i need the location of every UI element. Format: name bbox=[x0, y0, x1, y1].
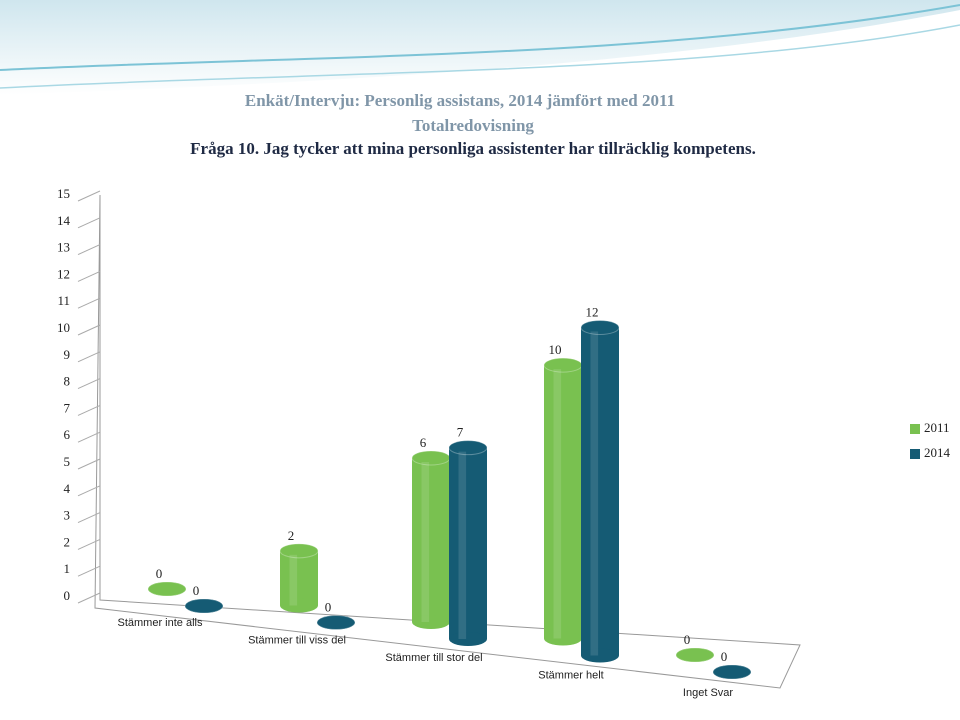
bar-shine bbox=[590, 331, 599, 656]
x-tick-label: Stämmer till viss del bbox=[248, 634, 346, 646]
chart-subtitle: Totalredovisning bbox=[412, 116, 534, 135]
grid-line bbox=[77, 512, 101, 524]
cylinder bbox=[712, 664, 752, 680]
legend-label: 2011 bbox=[924, 420, 950, 435]
bar-top bbox=[184, 598, 224, 614]
cylinder bbox=[448, 440, 488, 646]
grid-line bbox=[77, 217, 101, 229]
grid-line bbox=[77, 244, 101, 256]
bar-top bbox=[279, 543, 319, 559]
bar bbox=[280, 550, 318, 606]
data-label: 6 bbox=[420, 435, 427, 450]
y-tick-label: 13 bbox=[57, 240, 70, 255]
bar-shine bbox=[458, 451, 467, 639]
grid-line bbox=[77, 485, 101, 497]
data-label: 0 bbox=[193, 583, 200, 598]
bar-bottom bbox=[449, 632, 487, 646]
bar-top bbox=[675, 647, 715, 663]
legend-swatch bbox=[910, 424, 920, 434]
x-tick-label: Stämmer helt bbox=[538, 669, 603, 681]
header-wave bbox=[0, 0, 960, 95]
x-tick-label: Inget Svar bbox=[683, 687, 733, 699]
cylinder bbox=[411, 450, 451, 629]
bar-top bbox=[543, 357, 583, 373]
y-tick-label: 8 bbox=[64, 374, 71, 389]
chart-title: Enkät/Intervju: Personlig assistans, 201… bbox=[245, 91, 675, 110]
cylinder bbox=[279, 543, 319, 613]
grid-line bbox=[77, 324, 101, 336]
grid-line bbox=[77, 270, 101, 282]
cylinder bbox=[184, 598, 224, 614]
bar-bottom bbox=[581, 648, 619, 663]
bar bbox=[544, 365, 582, 639]
y-tick-label: 4 bbox=[64, 481, 71, 496]
bar-top bbox=[411, 450, 451, 466]
data-label: 10 bbox=[549, 342, 562, 357]
cylinder bbox=[580, 319, 620, 663]
bar bbox=[412, 457, 450, 622]
bar-bottom bbox=[280, 598, 318, 613]
bar-top bbox=[448, 440, 488, 456]
legend-swatch bbox=[910, 449, 920, 459]
cylinder bbox=[316, 615, 356, 630]
y-tick-label: 7 bbox=[64, 400, 71, 415]
y-tick-label: 9 bbox=[64, 347, 71, 362]
bar-bottom bbox=[544, 631, 582, 646]
grid-line bbox=[77, 538, 101, 550]
plot-frame bbox=[94, 194, 801, 689]
y-tick-label: 2 bbox=[64, 534, 71, 549]
legend-label: 2014 bbox=[924, 445, 951, 460]
y-tick-label: 14 bbox=[57, 213, 71, 228]
data-label: 12 bbox=[586, 304, 599, 319]
y-tick-label: 5 bbox=[64, 454, 71, 469]
y-tick-label: 6 bbox=[64, 427, 71, 442]
cylinder bbox=[675, 647, 715, 663]
y-tick-label: 3 bbox=[64, 508, 71, 523]
data-label: 0 bbox=[684, 632, 691, 647]
x-tick-label: Stämmer inte alls bbox=[118, 617, 203, 629]
grid-line bbox=[77, 431, 101, 443]
cylinder bbox=[543, 357, 583, 646]
grid-line bbox=[77, 297, 101, 309]
bar-shine bbox=[421, 461, 430, 622]
cylinder bbox=[147, 581, 187, 597]
y-tick-label: 10 bbox=[57, 320, 70, 335]
grid-line bbox=[77, 592, 101, 604]
grid-line bbox=[77, 458, 101, 470]
data-label: 2 bbox=[288, 528, 295, 543]
y-tick-label: 12 bbox=[57, 266, 70, 281]
bar bbox=[449, 447, 487, 639]
data-label: 7 bbox=[457, 425, 464, 440]
chart-question: Fråga 10. Jag tycker att mina personliga… bbox=[190, 139, 756, 158]
bar bbox=[581, 327, 619, 656]
data-label: 0 bbox=[156, 566, 163, 581]
data-label: 0 bbox=[325, 599, 332, 614]
header-swoosh bbox=[0, 24, 960, 89]
bar-shine bbox=[289, 554, 298, 606]
data-label: 0 bbox=[721, 649, 728, 664]
bar-bottom bbox=[412, 615, 450, 629]
y-tick-label: 1 bbox=[64, 561, 71, 576]
grid-line bbox=[77, 404, 101, 416]
grid-line bbox=[77, 190, 101, 202]
bar-shine bbox=[553, 369, 562, 639]
y-tick-label: 11 bbox=[57, 293, 70, 308]
bar-top bbox=[316, 615, 356, 630]
bar-top bbox=[712, 664, 752, 680]
y-tick-label: 15 bbox=[57, 186, 70, 201]
grid-line bbox=[77, 565, 101, 577]
x-tick-label: Stämmer till stor del bbox=[385, 652, 482, 664]
header-swoosh bbox=[0, 4, 960, 71]
y-tick-label: 0 bbox=[64, 588, 71, 603]
grid-line bbox=[77, 351, 101, 363]
bar-top bbox=[147, 581, 187, 597]
grid-line bbox=[77, 378, 101, 390]
bar-top bbox=[580, 319, 620, 335]
